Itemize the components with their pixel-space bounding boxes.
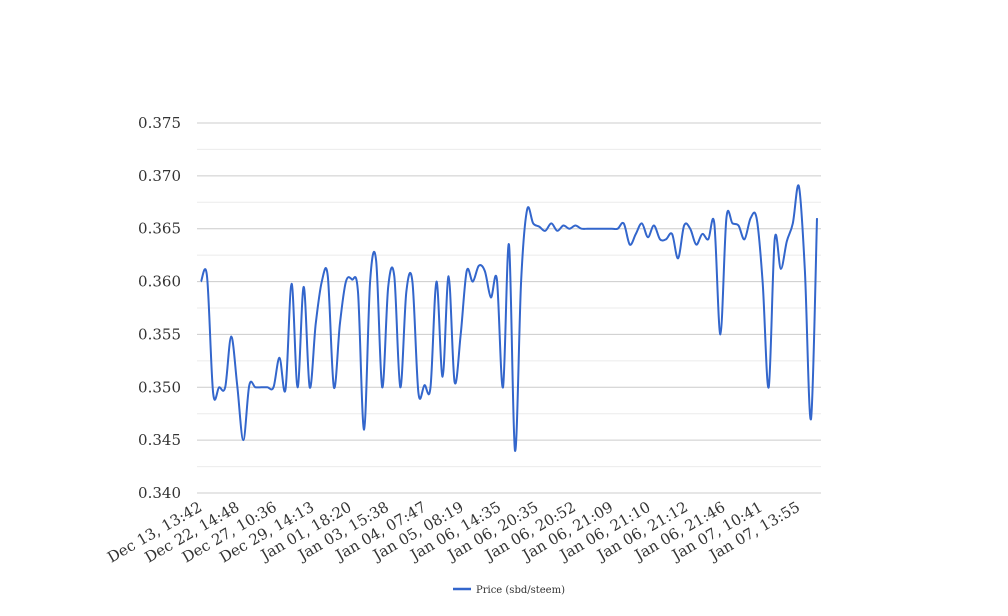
- y-tick-label: 0.370: [138, 167, 181, 185]
- legend[interactable]: Price (sbd/steem): [453, 585, 565, 596]
- y-tick-label: 0.350: [138, 378, 181, 396]
- y-tick-label: 0.365: [138, 220, 181, 238]
- y-tick-label: 0.360: [138, 273, 181, 291]
- y-tick-label: 0.345: [138, 431, 181, 449]
- y-axis-ticks: 0.340 0.345 0.350 0.355 0.360 0.365 0.370 0.375: [138, 114, 181, 502]
- y-tick-label: 0.355: [138, 325, 181, 343]
- series-group: [200, 184, 818, 452]
- gridlines: [197, 122, 821, 494]
- legend-label: Price (sbd/steem): [476, 585, 565, 596]
- y-tick-label: 0.340: [138, 484, 181, 502]
- y-tick-label: 0.375: [138, 114, 181, 132]
- series-line[interactable]: [200, 184, 818, 452]
